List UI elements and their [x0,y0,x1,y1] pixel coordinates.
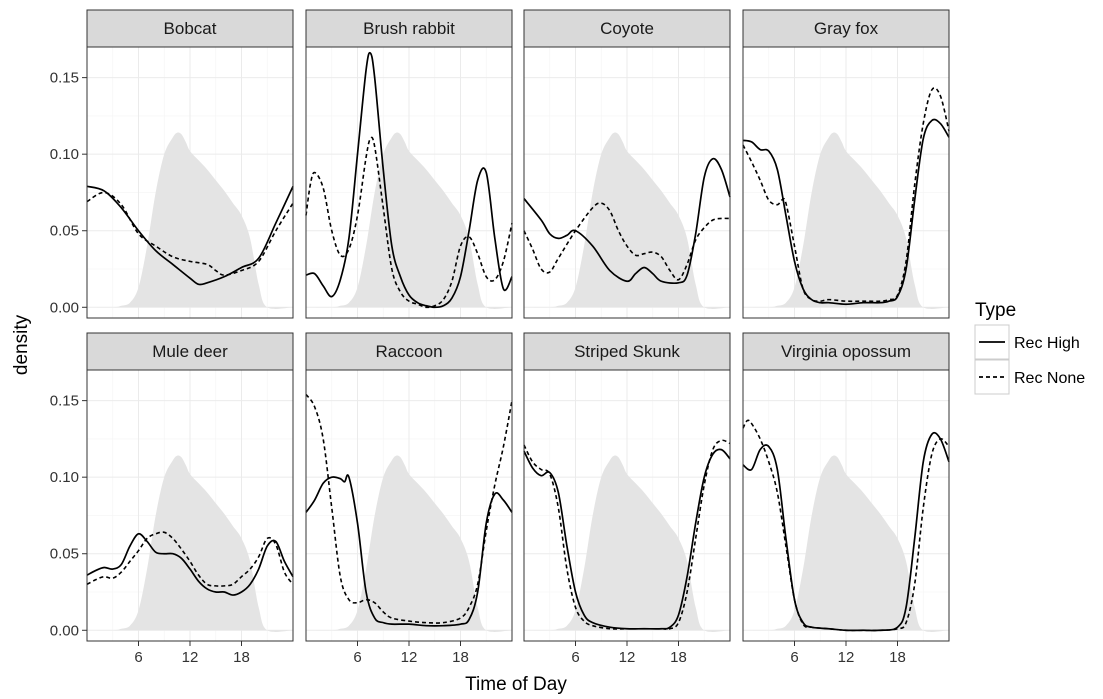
x-tick-label: 6 [134,649,142,666]
panel-border-brush-rabbit [305,46,513,319]
x-axis-title: Time of Day [465,674,567,695]
series-rec-none-brush-rabbit [305,136,513,309]
strip-brush-rabbit [305,9,513,48]
reference-area-mule-deer [87,455,293,632]
panel-coyote: Coyote [523,9,731,319]
strip-label-virginia-opossum: Virginia opossum [781,342,911,361]
reference-area-striped-skunk [524,455,730,632]
reference-area-gray-fox [743,132,949,309]
x-tick-label: 6 [353,649,361,666]
series-rec-high-mule-deer [86,532,294,596]
series-rec-high-gray-fox [742,118,950,306]
strip-label-bobcat: Bobcat [164,19,217,38]
x-tick-label: 18 [452,649,469,666]
x-tick-label: 12 [401,649,418,666]
strip-label-mule-deer: Mule deer [152,342,228,361]
legend-label-rec-none: Rec None [1014,370,1085,387]
panel-striped-skunk: Striped Skunk 6 12 18 [523,332,731,666]
strip-label-brush-rabbit: Brush rabbit [363,19,455,38]
y-tick-label: 0.15 [50,393,79,410]
series-rec-high-striped-skunk [523,448,731,630]
x-tick-label: 6 [571,649,579,666]
strip-bobcat [86,9,294,48]
panel-virginia-opossum: Virginia opossum 6 12 18 [742,332,950,666]
strip-virginia-opossum [742,332,950,371]
strip-raccoon [305,332,513,371]
x-tick-label: 6 [790,649,798,666]
series-rec-none-raccoon [305,393,513,624]
x-tick-label: 18 [670,649,687,666]
strip-label-striped-skunk: Striped Skunk [574,342,680,361]
legend: Type Rec High Rec None [974,300,1085,395]
legend-label-rec-high: Rec High [1014,335,1080,352]
strip-label-coyote: Coyote [600,19,654,38]
reference-area-raccoon [306,455,512,632]
series-rec-none-gray-fox [742,87,950,303]
strip-gray-fox [742,9,950,48]
series-rec-high-bobcat [86,185,294,286]
reference-area-bobcat [87,132,293,309]
y-tick-label: 0.15 [50,70,79,87]
y-tick-label: 0.05 [50,223,79,240]
y-axis-title: density [11,314,32,375]
x-tick-label: 18 [233,649,250,666]
strip-label-gray-fox: Gray fox [814,19,879,38]
series-rec-none-mule-deer [86,531,294,587]
x-tick-label: 12 [619,649,636,666]
strip-label-raccoon: Raccoon [375,342,442,361]
series-rec-high-brush-rabbit [305,51,513,309]
series-rec-none-coyote [523,202,731,281]
panel-gray-fox: Gray fox [742,9,950,319]
x-tick-label: 18 [889,649,906,666]
strip-mule-deer [86,332,294,371]
series-rec-none-bobcat [86,191,294,276]
reference-area-coyote [524,132,730,309]
strip-coyote [523,9,731,48]
y-tick-label: 0.00 [50,622,79,639]
strip-striped-skunk [523,332,731,371]
reference-area-brush-rabbit [306,132,512,309]
y-tick-label: 0.05 [50,546,79,563]
panel-border-bobcat [86,46,294,319]
panel-brush-rabbit: Brush rabbit [305,9,513,319]
y-tick-label: 0.00 [50,299,79,316]
panel-raccoon: Raccoon 6 12 18 [305,332,513,666]
reference-area-virginia-opossum [743,455,949,632]
x-tick-label: 12 [838,649,855,666]
y-tick-label: 0.10 [50,469,79,486]
y-tick-label: 0.10 [50,146,79,163]
panel-mule-deer: Mule deer 0.00 0.05 0.10 0.15 6 12 18 [50,332,294,666]
panel-bobcat: Bobcat 0.00 0.05 0.10 0.15 [50,9,294,319]
series-rec-high-coyote [523,157,731,285]
x-tick-label: 12 [182,649,199,666]
legend-title: Type [975,300,1016,321]
panel-border-coyote [523,46,731,319]
panel-border-gray-fox [742,46,950,319]
